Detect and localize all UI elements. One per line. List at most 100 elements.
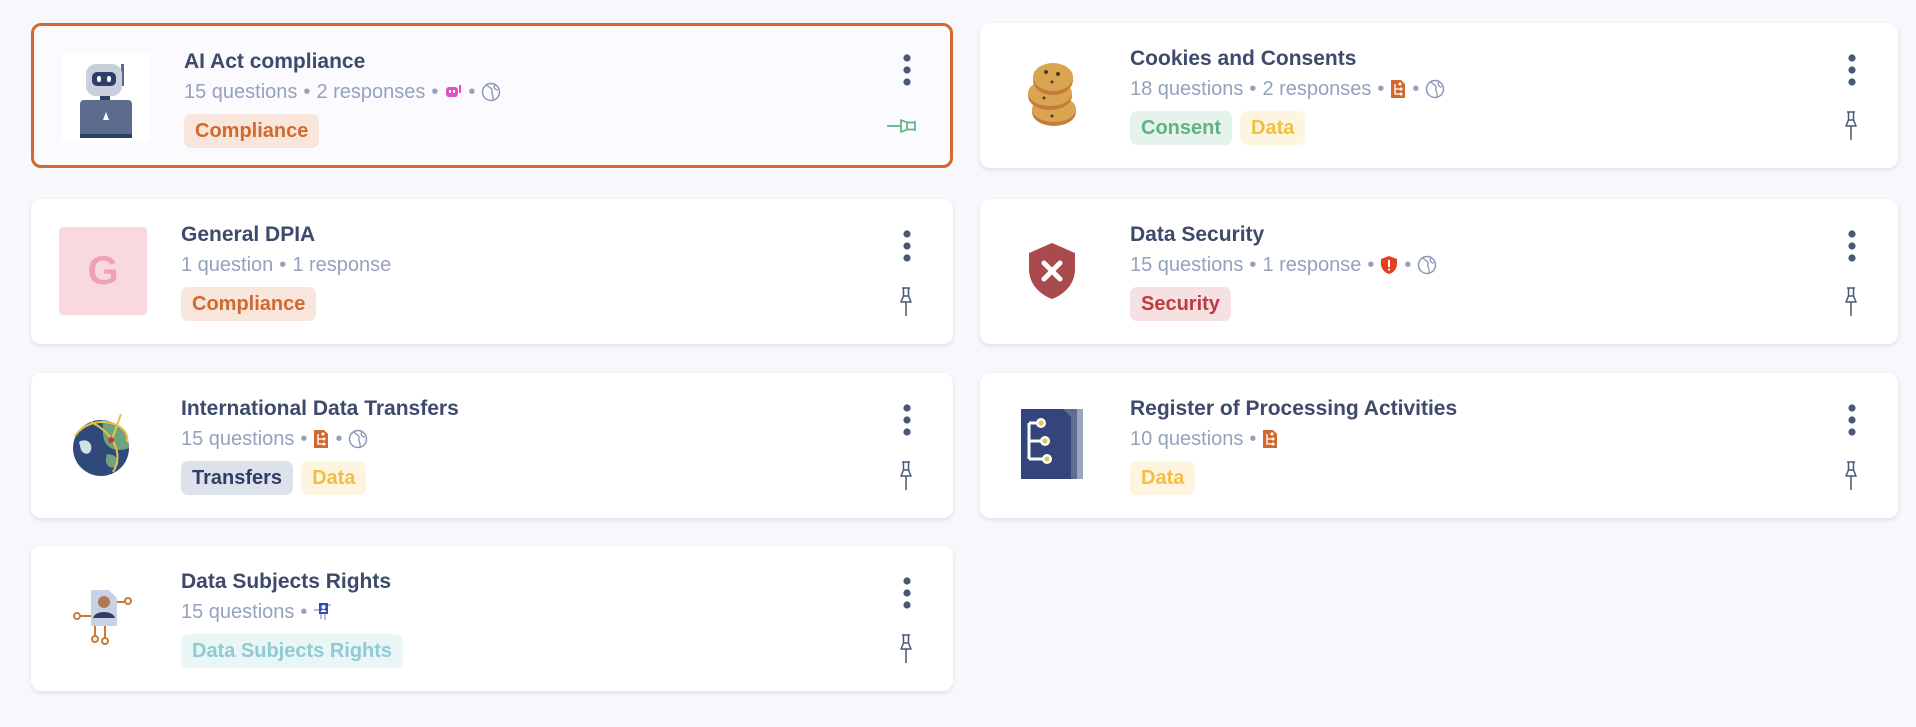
pin-icon[interactable]: [899, 461, 913, 491]
card-title[interactable]: Data Subjects Rights: [181, 570, 392, 593]
card-meta: 15 questions • •: [181, 425, 873, 453]
question-count: 15 questions: [184, 81, 298, 103]
questionnaire-card[interactable]: AI Act compliance 15 questions • 2 respons…: [31, 23, 953, 168]
pinned-icon[interactable]: [886, 118, 916, 134]
separator: •: [1367, 254, 1375, 276]
ropa-icon: [1262, 429, 1278, 449]
tag-list: Consent Data: [1130, 111, 1818, 145]
card-title[interactable]: International Data Transfers: [181, 397, 459, 420]
category-tag: Compliance: [181, 287, 317, 321]
pin-icon[interactable]: [899, 287, 913, 317]
tag-list: Data: [1130, 461, 1818, 495]
shield-thumbnail-icon: [1008, 227, 1096, 315]
subject-thumbnail-icon: [59, 574, 147, 662]
tag-list: Transfers Data: [181, 461, 873, 495]
cookies-thumbnail-icon: [1008, 51, 1096, 139]
more-options-icon[interactable]: [901, 229, 913, 263]
thumbnail-letter: G: [87, 248, 119, 293]
card-title[interactable]: General DPIA: [181, 223, 316, 246]
response-count: 1 response: [292, 254, 392, 276]
register-thumbnail-icon: [1008, 401, 1096, 489]
data-subject-icon: [313, 601, 333, 623]
card-body: General DPIA 1 question • 1 response Compl…: [181, 221, 873, 321]
response-count: 2 responses: [316, 81, 426, 103]
separator: •: [1249, 78, 1257, 100]
questionnaire-thumbnail: G: [59, 227, 147, 315]
ropa-icon: [1390, 79, 1406, 99]
more-options-icon[interactable]: [901, 53, 913, 87]
separator: •: [468, 81, 476, 103]
pin-icon[interactable]: [1844, 287, 1858, 317]
separator: •: [279, 254, 287, 276]
questionnaire-card[interactable]: Register of Processing Activities 10 que…: [980, 373, 1898, 518]
separator: •: [1249, 254, 1257, 276]
question-count: 10 questions: [1130, 428, 1244, 450]
card-body: Data Security 15 questions • 1 response • • …: [1130, 221, 1818, 321]
separator: •: [1404, 254, 1412, 276]
category-tag: Transfers: [181, 461, 294, 495]
question-count: 1 question: [181, 254, 274, 276]
card-body: Cookies and Consents 18 questions • 2 resp…: [1130, 45, 1818, 145]
card-title[interactable]: Cookies and Consents: [1130, 47, 1357, 70]
category-tag: Consent: [1130, 111, 1232, 145]
separator: •: [431, 81, 439, 103]
separator: •: [1377, 78, 1385, 100]
separator: •: [300, 601, 308, 623]
globe-icon: [481, 82, 501, 102]
category-tag: Data: [1240, 111, 1306, 145]
card-meta: 10 questions •: [1130, 425, 1818, 453]
card-meta: 1 question • 1 response: [181, 251, 873, 279]
tag-list: Data Subjects Rights: [181, 634, 873, 668]
card-meta: 15 questions • 2 responses • •: [184, 78, 870, 106]
ropa-icon: [313, 429, 329, 449]
card-meta: 15 questions • 1 response • •: [1130, 251, 1818, 279]
separator: •: [1412, 78, 1420, 100]
questionnaire-card[interactable]: Data Security 15 questions • 1 response • • …: [980, 199, 1898, 344]
robot-icon: [444, 83, 462, 101]
more-options-icon[interactable]: [901, 576, 913, 610]
response-count: 1 response: [1262, 254, 1362, 276]
category-tag: Security: [1130, 287, 1231, 321]
card-meta: 18 questions • 2 responses • •: [1130, 75, 1818, 103]
category-tag: Data Subjects Rights: [181, 634, 404, 668]
more-options-icon[interactable]: [1846, 403, 1858, 437]
card-title[interactable]: AI Act compliance: [184, 50, 366, 73]
card-body: Register of Processing Activities 10 que…: [1130, 395, 1818, 495]
question-count: 15 questions: [1130, 254, 1244, 276]
tag-list: Security: [1130, 287, 1818, 321]
question-count: 15 questions: [181, 601, 295, 623]
questionnaire-card[interactable]: Data Subjects Rights 15 questions • Data …: [31, 546, 953, 691]
question-count: 18 questions: [1130, 78, 1244, 100]
questionnaire-card[interactable]: Cookies and Consents 18 questions • 2 resp…: [980, 23, 1898, 168]
category-tag: Data: [1130, 461, 1196, 495]
card-title[interactable]: Data Security: [1130, 223, 1265, 246]
question-count: 15 questions: [181, 428, 295, 450]
globe-icon: [1425, 79, 1445, 99]
card-body: International Data Transfers 15 question…: [181, 395, 873, 495]
questionnaire-card[interactable]: G General DPIA 1 question • 1 response Com…: [31, 199, 953, 344]
earth-thumbnail-icon: [59, 401, 147, 489]
response-count: 2 responses: [1262, 78, 1372, 100]
tag-list: Compliance: [184, 114, 870, 148]
category-tag: Data: [301, 461, 367, 495]
card-body: Data Subjects Rights 15 questions • Data …: [181, 568, 873, 668]
separator: •: [303, 81, 311, 103]
more-options-icon[interactable]: [1846, 53, 1858, 87]
tag-list: Compliance: [181, 287, 873, 321]
separator: •: [300, 428, 308, 450]
shield-alert-icon: [1380, 255, 1398, 275]
card-title[interactable]: Register of Processing Activities: [1130, 397, 1458, 420]
globe-icon: [348, 429, 368, 449]
pin-icon[interactable]: [1844, 461, 1858, 491]
category-tag: Compliance: [184, 114, 320, 148]
more-options-icon[interactable]: [1846, 229, 1858, 263]
card-body: AI Act compliance 15 questions • 2 respons…: [184, 48, 870, 148]
pin-icon[interactable]: [899, 634, 913, 664]
pin-icon[interactable]: [1844, 111, 1858, 141]
separator: •: [1249, 428, 1257, 450]
separator: •: [335, 428, 343, 450]
more-options-icon[interactable]: [901, 403, 913, 437]
globe-icon: [1417, 255, 1437, 275]
questionnaire-card[interactable]: International Data Transfers 15 question…: [31, 373, 953, 518]
robot-thumbnail-icon: [62, 54, 150, 142]
